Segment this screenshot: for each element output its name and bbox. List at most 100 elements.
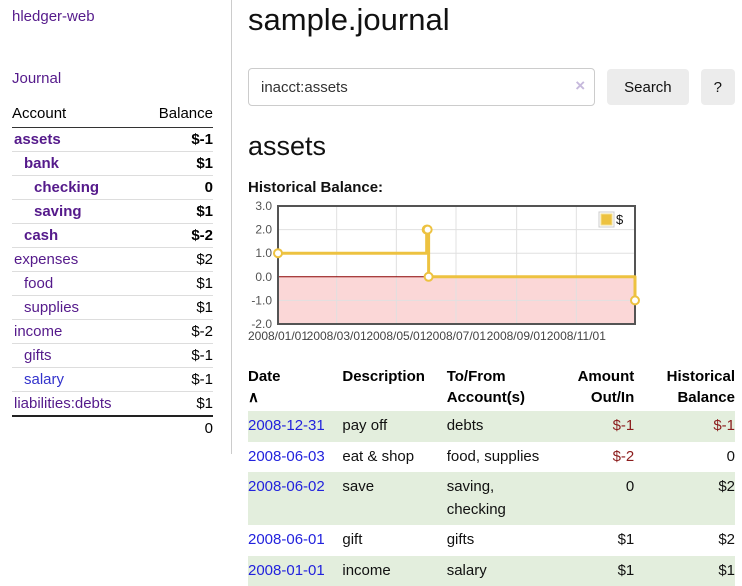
sidebar-account-link[interactable]: checking	[34, 179, 100, 196]
account-row: assets $-1	[12, 128, 213, 152]
account-row: liabilities:debts $1	[12, 391, 213, 416]
transaction-accounts-cell: debts	[446, 411, 572, 442]
account-name-cell: income	[12, 319, 143, 344]
legend-swatch	[600, 213, 613, 226]
x-tick-label: 2008/01/01	[248, 329, 308, 343]
account-balance: $1	[142, 151, 213, 176]
account-row: saving $1	[12, 199, 213, 224]
sidebar-account-link[interactable]: expenses	[14, 251, 79, 268]
account-name-cell: assets	[12, 128, 142, 152]
data-point-marker	[273, 248, 283, 259]
sidebar: hledger-web Journal Account Balance asse…	[0, 0, 232, 454]
account-balance: $1	[142, 271, 213, 296]
sidebar-account-link[interactable]: supplies	[24, 299, 80, 316]
sidebar-account-link[interactable]: cash	[24, 227, 59, 244]
account-row: supplies $1	[12, 295, 213, 320]
account-balance: $1	[142, 391, 213, 416]
account-row: bank $1	[12, 151, 213, 176]
search-button[interactable]: Search	[607, 69, 689, 105]
transaction-accounts-cell: gifts	[446, 531, 475, 549]
transaction-date-link[interactable]: 2008-06-02	[248, 478, 325, 496]
data-point-marker	[423, 271, 434, 282]
x-tick-label: 2008/07/01	[426, 329, 486, 343]
sidebar-account-link[interactable]: salary	[24, 371, 65, 388]
y-tick-label: 0.0	[255, 270, 272, 284]
app-title-link[interactable]: hledger-web	[12, 8, 95, 25]
date-column-header[interactable]: Date ∧	[248, 364, 342, 411]
plot-border	[277, 205, 636, 325]
transaction-date-cell: 2008-06-02	[248, 472, 343, 526]
sidebar-account-link[interactable]: liabilities:debts	[14, 395, 112, 412]
transaction-accounts-cell: saving, checking	[446, 472, 572, 526]
account-row: cash $-2	[12, 223, 213, 248]
sidebar-account-link[interactable]: food	[24, 275, 54, 292]
search-bar: × Search ?	[248, 68, 735, 106]
account-name-cell: food	[12, 271, 143, 296]
transaction-date-link[interactable]: 2008-01-01	[248, 561, 325, 579]
account-row: expenses $2	[12, 247, 213, 272]
transaction-description-cell: eat & shop	[342, 447, 415, 465]
account-balance: $-2	[142, 319, 213, 344]
help-button[interactable]: ?	[700, 69, 735, 105]
sidebar-account-link[interactable]: gifts	[24, 347, 52, 364]
register-header-row: Date ∧ Description To/From Account(s) Amo…	[248, 364, 735, 411]
account-column-header: Account	[12, 103, 143, 128]
y-tick-label: 1.0	[255, 246, 272, 260]
data-point-marker	[422, 224, 433, 235]
sidebar-account-link[interactable]: income	[14, 323, 63, 340]
account-row: salary $-1	[12, 367, 213, 392]
clear-search-icon[interactable]: ×	[575, 76, 586, 96]
transaction-balance-cell: $2	[718, 531, 735, 549]
y-tick-label: -1.0	[251, 293, 272, 307]
y-tick-label: -2.0	[251, 317, 272, 331]
account-name-cell: salary	[12, 367, 143, 392]
register-row: 2008-06-02 save saving, checking 0 $2	[248, 472, 735, 526]
accounts-column-header: To/From Account(s)	[446, 368, 526, 406]
account-balance: 0	[142, 175, 213, 200]
account-name-cell: gifts	[12, 343, 143, 368]
transaction-amount-cell: $1	[571, 555, 645, 586]
transaction-date-link[interactable]: 2008-06-03	[248, 447, 325, 465]
transaction-date-cell: 2008-06-03	[248, 442, 342, 473]
account-name-cell: supplies	[12, 295, 143, 320]
account-balance: $1	[142, 295, 213, 320]
transaction-date-cell: 2008-12-31	[248, 411, 343, 442]
account-name-cell: expenses	[12, 247, 143, 272]
account-balance: $2	[142, 247, 213, 272]
search-input-wrap: ×	[248, 68, 596, 106]
total-balance: 0	[142, 415, 213, 440]
total-spacer	[12, 415, 143, 440]
account-row: checking 0	[12, 175, 213, 200]
account-heading: assets	[248, 131, 327, 161]
transaction-amount-cell: $1	[617, 531, 635, 549]
register-table: Date ∧ Description To/From Account(s) Amo…	[248, 364, 735, 586]
sidebar-account-link[interactable]: assets	[14, 131, 61, 148]
x-tick-label: 2008/09/01	[487, 329, 547, 343]
transaction-balance-cell: $1	[644, 555, 735, 586]
sidebar-account-link[interactable]: bank	[24, 155, 60, 172]
register-row: 2008-12-31 pay off debts $-1 $-1	[248, 411, 735, 442]
account-name-cell: liabilities:debts	[12, 391, 143, 416]
account-row: gifts $-1	[12, 343, 213, 368]
transaction-date-cell: 2008-06-01	[248, 525, 342, 556]
transaction-accounts-cell: salary	[446, 555, 572, 586]
date-header-label: Date	[248, 368, 281, 385]
sidebar-item-journal[interactable]: Journal	[12, 70, 62, 87]
transaction-balance-cell: $-1	[644, 411, 735, 442]
transaction-date-cell: 2008-01-01	[248, 555, 343, 586]
account-row: income $-2	[12, 319, 213, 344]
sidebar-account-link[interactable]: saving	[34, 203, 82, 220]
search-input[interactable]	[248, 68, 596, 106]
amount-column-header: Amount Out/In	[577, 368, 635, 406]
data-point-marker	[630, 295, 640, 306]
chart-heading: Historical Balance:	[248, 179, 384, 196]
transaction-accounts-cell: food, supplies	[446, 447, 540, 465]
transaction-date-link[interactable]: 2008-06-01	[248, 531, 325, 549]
transaction-date-link[interactable]: 2008-12-31	[248, 417, 325, 435]
description-column-header: Description	[342, 368, 425, 385]
transaction-balance-cell: 0	[726, 447, 735, 465]
account-balance: $1	[142, 199, 213, 224]
y-tick-label: 3.0	[255, 199, 272, 213]
transaction-description-cell: gift	[342, 531, 363, 549]
chart-box: 2008/01/01 2008/03/01 2008/05/01 2008/07/01…	[248, 199, 735, 346]
